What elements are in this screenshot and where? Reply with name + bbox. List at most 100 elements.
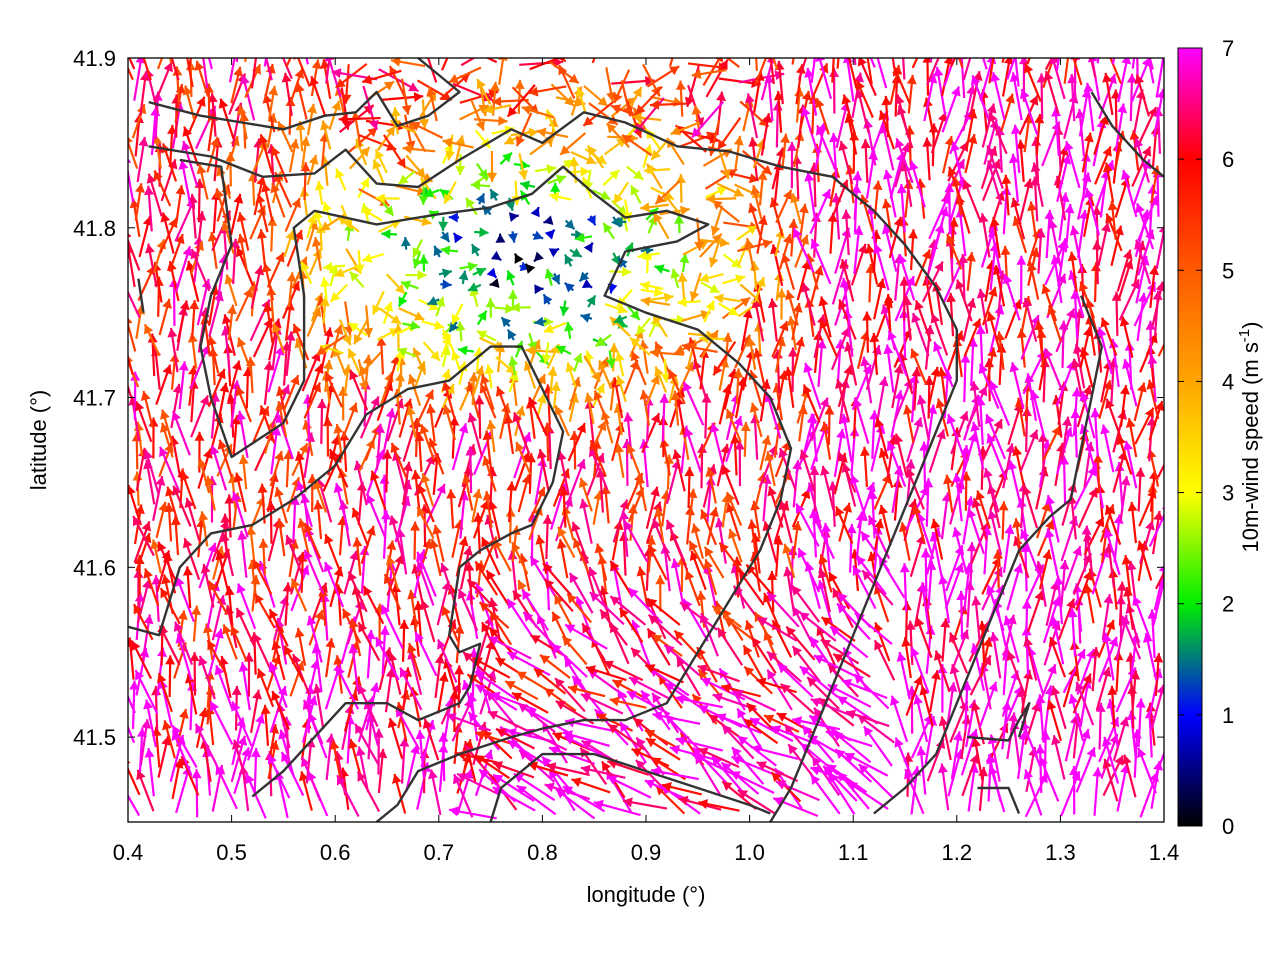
- wind-arrow-head: [651, 149, 662, 160]
- wind-arrow-head: [251, 45, 261, 55]
- wind-arrow-head: [644, 779, 656, 789]
- wind-arrow-head: [474, 395, 485, 405]
- wind-arrow-head: [348, 402, 358, 413]
- wind-arrow-head: [812, 756, 822, 767]
- wind-arrow-head: [471, 244, 481, 255]
- wind-arrow-head: [329, 740, 340, 750]
- wind-arrow-head: [275, 252, 285, 263]
- wind-arrow-head: [645, 664, 656, 674]
- wind-arrow-head: [245, 773, 255, 784]
- wind-arrow-head: [934, 261, 944, 272]
- wind-arrow-head: [611, 255, 621, 266]
- wind-arrow-head: [526, 709, 537, 718]
- wind-arrow-head: [444, 193, 454, 204]
- wind-arrow-head: [508, 212, 519, 223]
- wind-arrow-head: [734, 440, 745, 450]
- wind-arrow-head: [329, 449, 339, 460]
- wind-arrow-head: [756, 677, 767, 688]
- contour-line: [179, 158, 793, 822]
- wind-arrow-head: [786, 316, 797, 326]
- wind-arrow-head: [995, 331, 1006, 341]
- wind-arrow-head: [1050, 616, 1060, 627]
- wind-arrow-head: [550, 182, 561, 192]
- wind-arrow-shaft: [142, 58, 152, 81]
- wind-arrow-head: [1033, 25, 1042, 35]
- wind-arrow-head: [261, 262, 272, 273]
- wind-arrow-head: [484, 104, 494, 114]
- wind-arrow-head: [910, 348, 920, 359]
- wind-arrow-head: [387, 651, 398, 662]
- wind-arrow-head: [320, 120, 330, 131]
- wind-arrow-head: [862, 364, 873, 375]
- wind-arrow-head: [215, 550, 226, 561]
- wind-arrow-head: [653, 212, 663, 224]
- wind-arrow-head: [482, 430, 493, 441]
- wind-arrow-head: [1125, 418, 1136, 428]
- wind-arrow-head: [260, 704, 271, 715]
- wind-arrow-head: [128, 233, 132, 238]
- wind-arrow-head: [514, 253, 524, 264]
- wind-arrow-head: [641, 690, 651, 701]
- wind-arrow-head: [949, 664, 960, 675]
- wind-arrow-head: [855, 80, 865, 91]
- wind-arrow-head: [631, 748, 642, 758]
- wind-arrow-head: [778, 500, 788, 511]
- wind-arrow-head: [588, 567, 598, 578]
- wind-arrow-head: [767, 486, 777, 497]
- wind-arrow-head: [705, 194, 716, 205]
- wind-arrow-head: [324, 372, 335, 383]
- wind-arrow-head: [724, 618, 735, 628]
- wind-arrow-head: [876, 278, 886, 289]
- wind-arrow-head: [487, 172, 498, 182]
- wind-arrow-head: [334, 267, 345, 278]
- wind-arrow-head: [355, 723, 365, 735]
- wind-arrow-head: [332, 23, 342, 33]
- wind-arrow-head: [507, 289, 518, 299]
- wind-arrow-head: [911, 367, 922, 377]
- wind-arrow-shaft: [1109, 58, 1123, 85]
- wind-arrow-head: [290, 375, 300, 386]
- wind-arrow-head: [1022, 297, 1033, 308]
- wind-arrow-head: [742, 308, 753, 319]
- wind-arrow-head: [451, 350, 461, 361]
- wind-arrow-head: [333, 482, 344, 493]
- wind-arrow-head: [763, 592, 773, 604]
- wind-arrow-head: [516, 671, 527, 681]
- wind-arrow-head: [464, 561, 475, 572]
- wind-arrow-head: [490, 691, 501, 702]
- wind-arrow-head: [525, 453, 536, 463]
- wind-arrow-head: [681, 342, 692, 352]
- wind-arrow-head: [351, 507, 361, 519]
- wind-arrow-head: [293, 229, 304, 241]
- wind-arrow-head: [810, 239, 820, 250]
- wind-arrow-head: [757, 215, 768, 226]
- wind-arrow-head: [739, 297, 751, 307]
- wind-arrow-head: [863, 726, 874, 737]
- wind-arrow-head: [294, 17, 304, 27]
- wind-arrow-head: [610, 560, 620, 572]
- wind-arrow-head: [599, 357, 609, 368]
- wind-arrow-head: [197, 22, 207, 32]
- wind-arrow-head: [1129, 130, 1140, 140]
- wind-arrow-head: [233, 472, 244, 483]
- wind-arrow-head: [530, 635, 541, 645]
- wind-arrow-head: [737, 708, 747, 719]
- wind-arrow-head: [363, 585, 373, 597]
- wind-arrow-head: [614, 443, 625, 454]
- wind-arrow-head: [420, 473, 431, 484]
- wind-arrow-head: [568, 73, 579, 84]
- wind-arrow-head: [1023, 636, 1033, 647]
- wind-arrow-head: [956, 590, 967, 601]
- wind-arrow-head: [721, 464, 731, 476]
- wind-arrow-head: [399, 737, 410, 747]
- wind-arrow-head: [777, 663, 788, 674]
- wind-arrow-head: [379, 474, 390, 484]
- wind-arrow-head: [1081, 525, 1092, 535]
- wind-arrow-head: [418, 195, 429, 205]
- wind-arrow-head: [972, 318, 982, 329]
- wind-arrow-head: [415, 729, 426, 740]
- wind-arrow-head: [236, 337, 247, 348]
- wind-arrow-shaft: [891, 58, 896, 69]
- wind-arrow-head: [449, 416, 460, 426]
- wind-arrow-head: [1093, 453, 1104, 463]
